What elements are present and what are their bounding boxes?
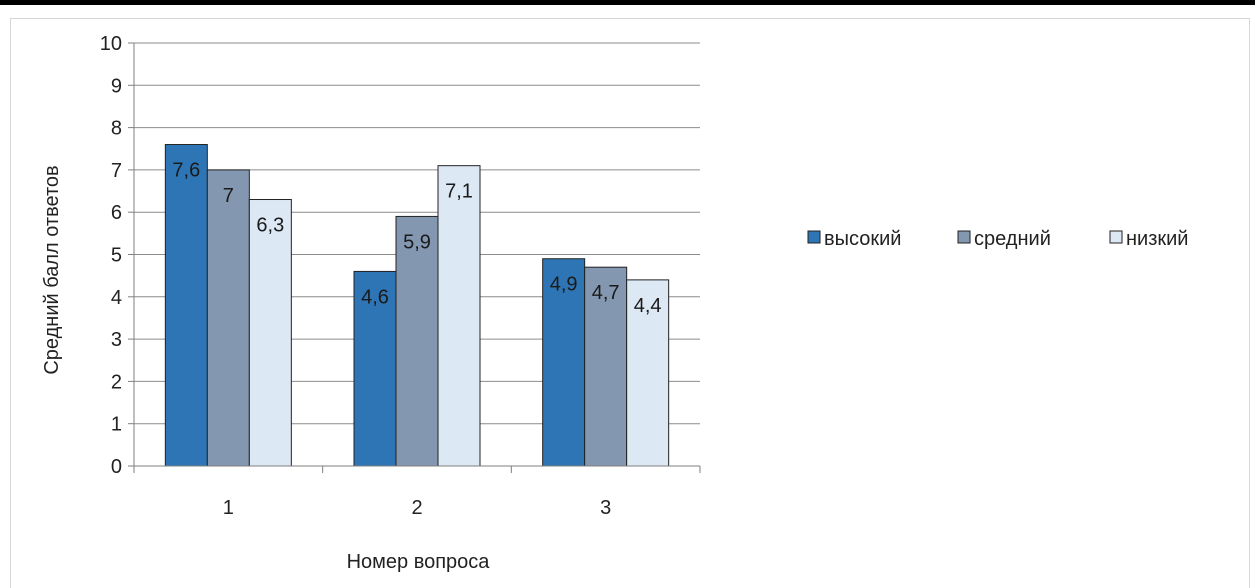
bar [353, 270, 397, 467]
bars [164, 144, 670, 467]
legend-swatch [1109, 230, 1123, 244]
y-axis-title: Средний балл ответов [41, 165, 63, 374]
data-label: 7,6 [172, 160, 200, 182]
y-tick-label: 6 [111, 202, 122, 224]
x-tick-label: 1 [223, 497, 234, 519]
data-label: 5,9 [403, 231, 431, 253]
y-tick-label: 0 [111, 456, 122, 478]
y-tick-label: 10 [100, 33, 122, 55]
y-axis-ticks: 0 1 2 3 4 5 6 7 8 9 10 [100, 33, 134, 478]
bar [248, 199, 292, 467]
x-axis-title: Номер вопроса [347, 551, 491, 573]
y-tick-label: 7 [111, 160, 122, 182]
axes [133, 43, 700, 467]
bar [437, 165, 481, 467]
y-tick-label: 8 [111, 118, 122, 140]
legend-swatch [957, 230, 971, 244]
x-axis-ticks: 1 2 3 [133, 466, 701, 519]
data-label: 4,4 [634, 295, 662, 317]
data-labels: 7,6 7 6,3 4,6 5,9 7,1 4,9 4,7 4,4 [172, 160, 661, 317]
chart-frame [10, 18, 1250, 588]
data-label: 4,6 [361, 286, 389, 308]
y-tick-label: 9 [111, 75, 122, 97]
bar [206, 169, 250, 467]
data-label: 4,9 [550, 274, 578, 296]
data-label: 6,3 [256, 215, 284, 237]
x-tick-label: 3 [600, 497, 611, 519]
legend-swatch [807, 230, 821, 244]
top-border-line [0, 0, 1255, 5]
data-label: 7 [223, 185, 234, 207]
bar [395, 215, 439, 467]
y-tick-label: 1 [111, 414, 122, 436]
data-label: 7,1 [445, 181, 473, 203]
data-label: 4,7 [592, 282, 620, 304]
y-tick-label: 2 [111, 371, 122, 393]
bar [542, 258, 586, 467]
x-tick-label: 2 [411, 497, 422, 519]
y-tick-label: 4 [111, 287, 122, 309]
bar [584, 266, 628, 467]
bar [164, 144, 208, 467]
y-tick-label: 3 [111, 329, 122, 351]
legend-label: высокий [824, 228, 901, 250]
legend-label: низкий [1126, 228, 1188, 250]
y-tick-label: 5 [111, 245, 122, 267]
bar [626, 279, 670, 467]
legend-label: средний [974, 228, 1051, 250]
legend: высокий средний низкий [807, 228, 1188, 250]
